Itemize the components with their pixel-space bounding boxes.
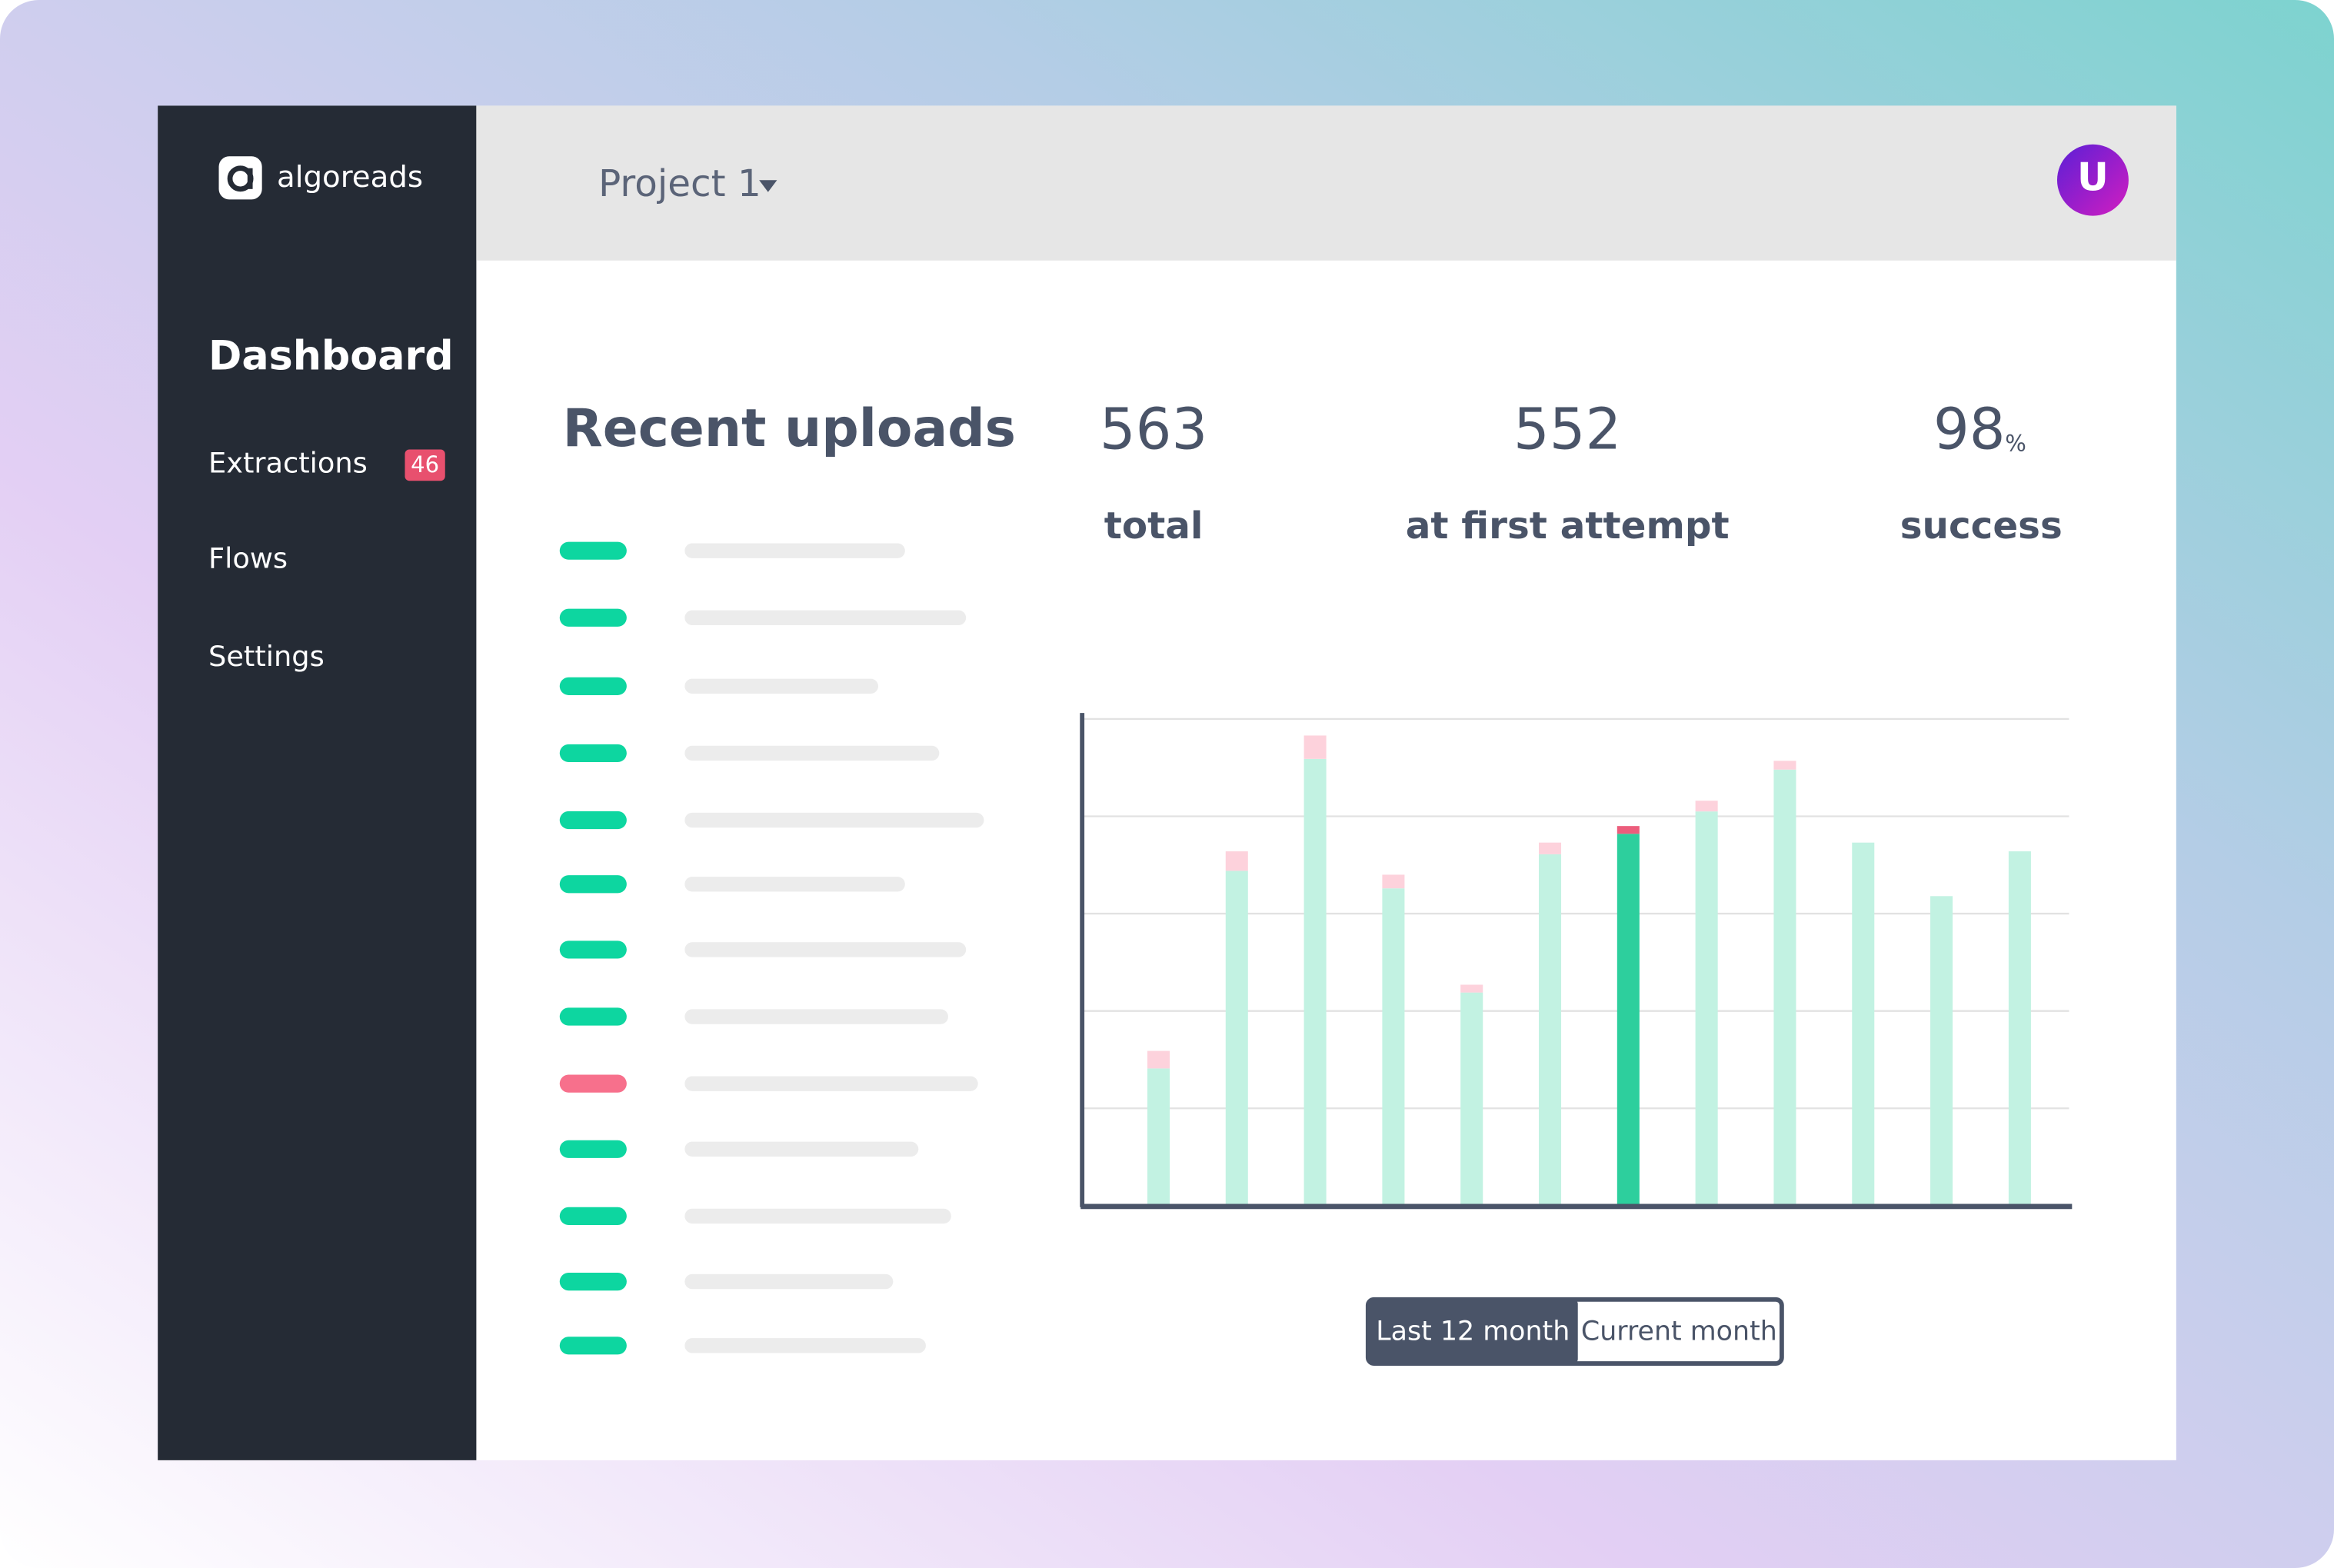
project-selector[interactable]: Project 1 [598,162,761,205]
bar [1225,871,1248,1206]
nav-item[interactable]: Settings [208,640,325,673]
bar [2008,851,2031,1206]
toggle-active[interactable] [1367,1299,1578,1364]
section-title: Recent uploads [563,398,1016,458]
bar [1539,854,1562,1206]
bar [1852,842,1875,1206]
toggle-button[interactable]: Last 12 month [1376,1316,1570,1347]
upload-status [559,1140,627,1158]
stat-value: 552 [1513,397,1621,462]
bar [1382,874,1405,889]
upload-placeholder [684,1273,894,1290]
upload-status [559,1074,627,1093]
stat-label: at first attempt [1406,504,1730,548]
upload-placeholder [684,1076,978,1091]
dropdown-arrow[interactable] [759,180,777,192]
upload-status [559,875,627,894]
badge [405,449,445,481]
avatar-letter: U [2077,155,2109,200]
bar [1460,984,1483,993]
badge-count: 46 [411,451,439,478]
bar [1930,896,1953,1206]
upload-status [559,1007,627,1026]
nav-item[interactable]: Dashboard [208,332,454,379]
upload-list [559,541,984,1355]
upload-status [559,1272,627,1291]
bar [1382,888,1405,1206]
nav-item[interactable]: Flows [208,541,288,574]
upload-placeholder [684,543,905,558]
bar [1616,834,1640,1206]
header [476,105,2176,261]
bar [1773,769,1796,1206]
stat-label: total [1104,504,1204,548]
bar [1616,826,1640,834]
bar [1460,992,1483,1206]
chart [1080,713,2073,1210]
nav-item[interactable]: Extractions [208,446,368,479]
upload-status [559,677,627,695]
bar [1304,758,1327,1206]
bar [1225,851,1248,871]
window [158,105,2176,1460]
upload-placeholder [684,678,878,694]
upload-placeholder [684,1141,919,1157]
logo-text: algoreads [277,160,423,195]
bar [1695,811,1718,1206]
upload-placeholder [684,812,984,828]
bar [1147,1068,1170,1206]
stat-value: 563 [1100,397,1207,462]
upload-placeholder [684,745,940,761]
upload-placeholder [684,877,905,892]
upload-status [559,811,627,830]
bar [1539,842,1562,854]
sidebar [158,105,477,1460]
upload-status [559,1207,627,1226]
bar [1147,1050,1170,1069]
stat-label: success [1900,504,2063,548]
logo-icon [218,156,262,200]
upload-placeholder [684,1009,948,1024]
bar [1695,801,1718,812]
avatar[interactable] [2056,144,2129,216]
bar [1773,761,1796,770]
upload-status [559,608,627,627]
upload-placeholder [684,942,967,957]
toggle-button[interactable]: Current month [1581,1316,1777,1347]
upload-status [559,744,627,763]
bar [1304,735,1327,759]
upload-status [559,541,627,560]
upload-status [559,940,627,959]
upload-placeholder [684,1338,926,1353]
upload-placeholder [684,610,967,625]
stat-unit: % [2005,431,2026,457]
upload-placeholder [684,1208,951,1224]
upload-status [559,1337,627,1355]
stat-value: 98 [1933,397,2006,462]
